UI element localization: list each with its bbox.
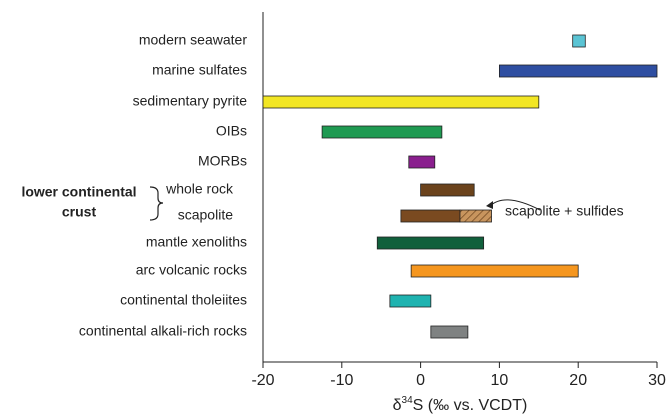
range-bar: [498, 64, 658, 78]
range-bar: [572, 34, 586, 48]
category-label: sedimentary pyrite: [133, 93, 248, 109]
x-axis-label-part: S (‰ vs. VCDT): [413, 397, 528, 414]
annotation: scapolite + sulfides: [505, 203, 624, 219]
x-axis-label-sup: 34: [402, 395, 414, 406]
range-bar: [400, 209, 461, 223]
x-tick-label: -10: [330, 372, 353, 389]
range-bar: [376, 236, 485, 250]
x-tick-label: 0: [416, 372, 425, 389]
range-bar: [420, 183, 475, 197]
category-label: marine sulfates: [152, 62, 247, 78]
category-label: MORBs: [198, 153, 247, 169]
extra-segment: [459, 209, 492, 223]
x-tick-label: 20: [569, 372, 587, 389]
category-label: mantle xenoliths: [146, 234, 247, 250]
x-axis-label-part: δ: [393, 397, 402, 414]
category-label: modern seawater: [139, 32, 248, 48]
category-label: continental alkali-rich rocks: [79, 323, 247, 339]
group-label: lower continental: [21, 184, 136, 200]
category-label: OIBs: [216, 123, 247, 139]
range-bar: [408, 155, 436, 169]
range-bar: [321, 125, 443, 139]
range-bar: [262, 95, 540, 109]
x-tick-label: 30: [648, 372, 666, 389]
category-label: scapolite: [178, 207, 233, 223]
x-tick-label: -20: [251, 372, 274, 389]
category-label: continental tholeiites: [120, 292, 247, 308]
annotation-arrowhead: [486, 201, 493, 209]
x-axis-label: δ34S (‰ vs. VCDT): [393, 395, 528, 415]
group-label: crust: [62, 204, 97, 220]
category-label: whole rock: [165, 181, 234, 197]
range-bar: [410, 264, 579, 278]
x-tick-label: 10: [491, 372, 509, 389]
range-bar: [389, 294, 432, 308]
group-bracket: [149, 186, 164, 221]
range-bar: [430, 325, 469, 339]
category-label: arc volcanic rocks: [136, 262, 247, 278]
